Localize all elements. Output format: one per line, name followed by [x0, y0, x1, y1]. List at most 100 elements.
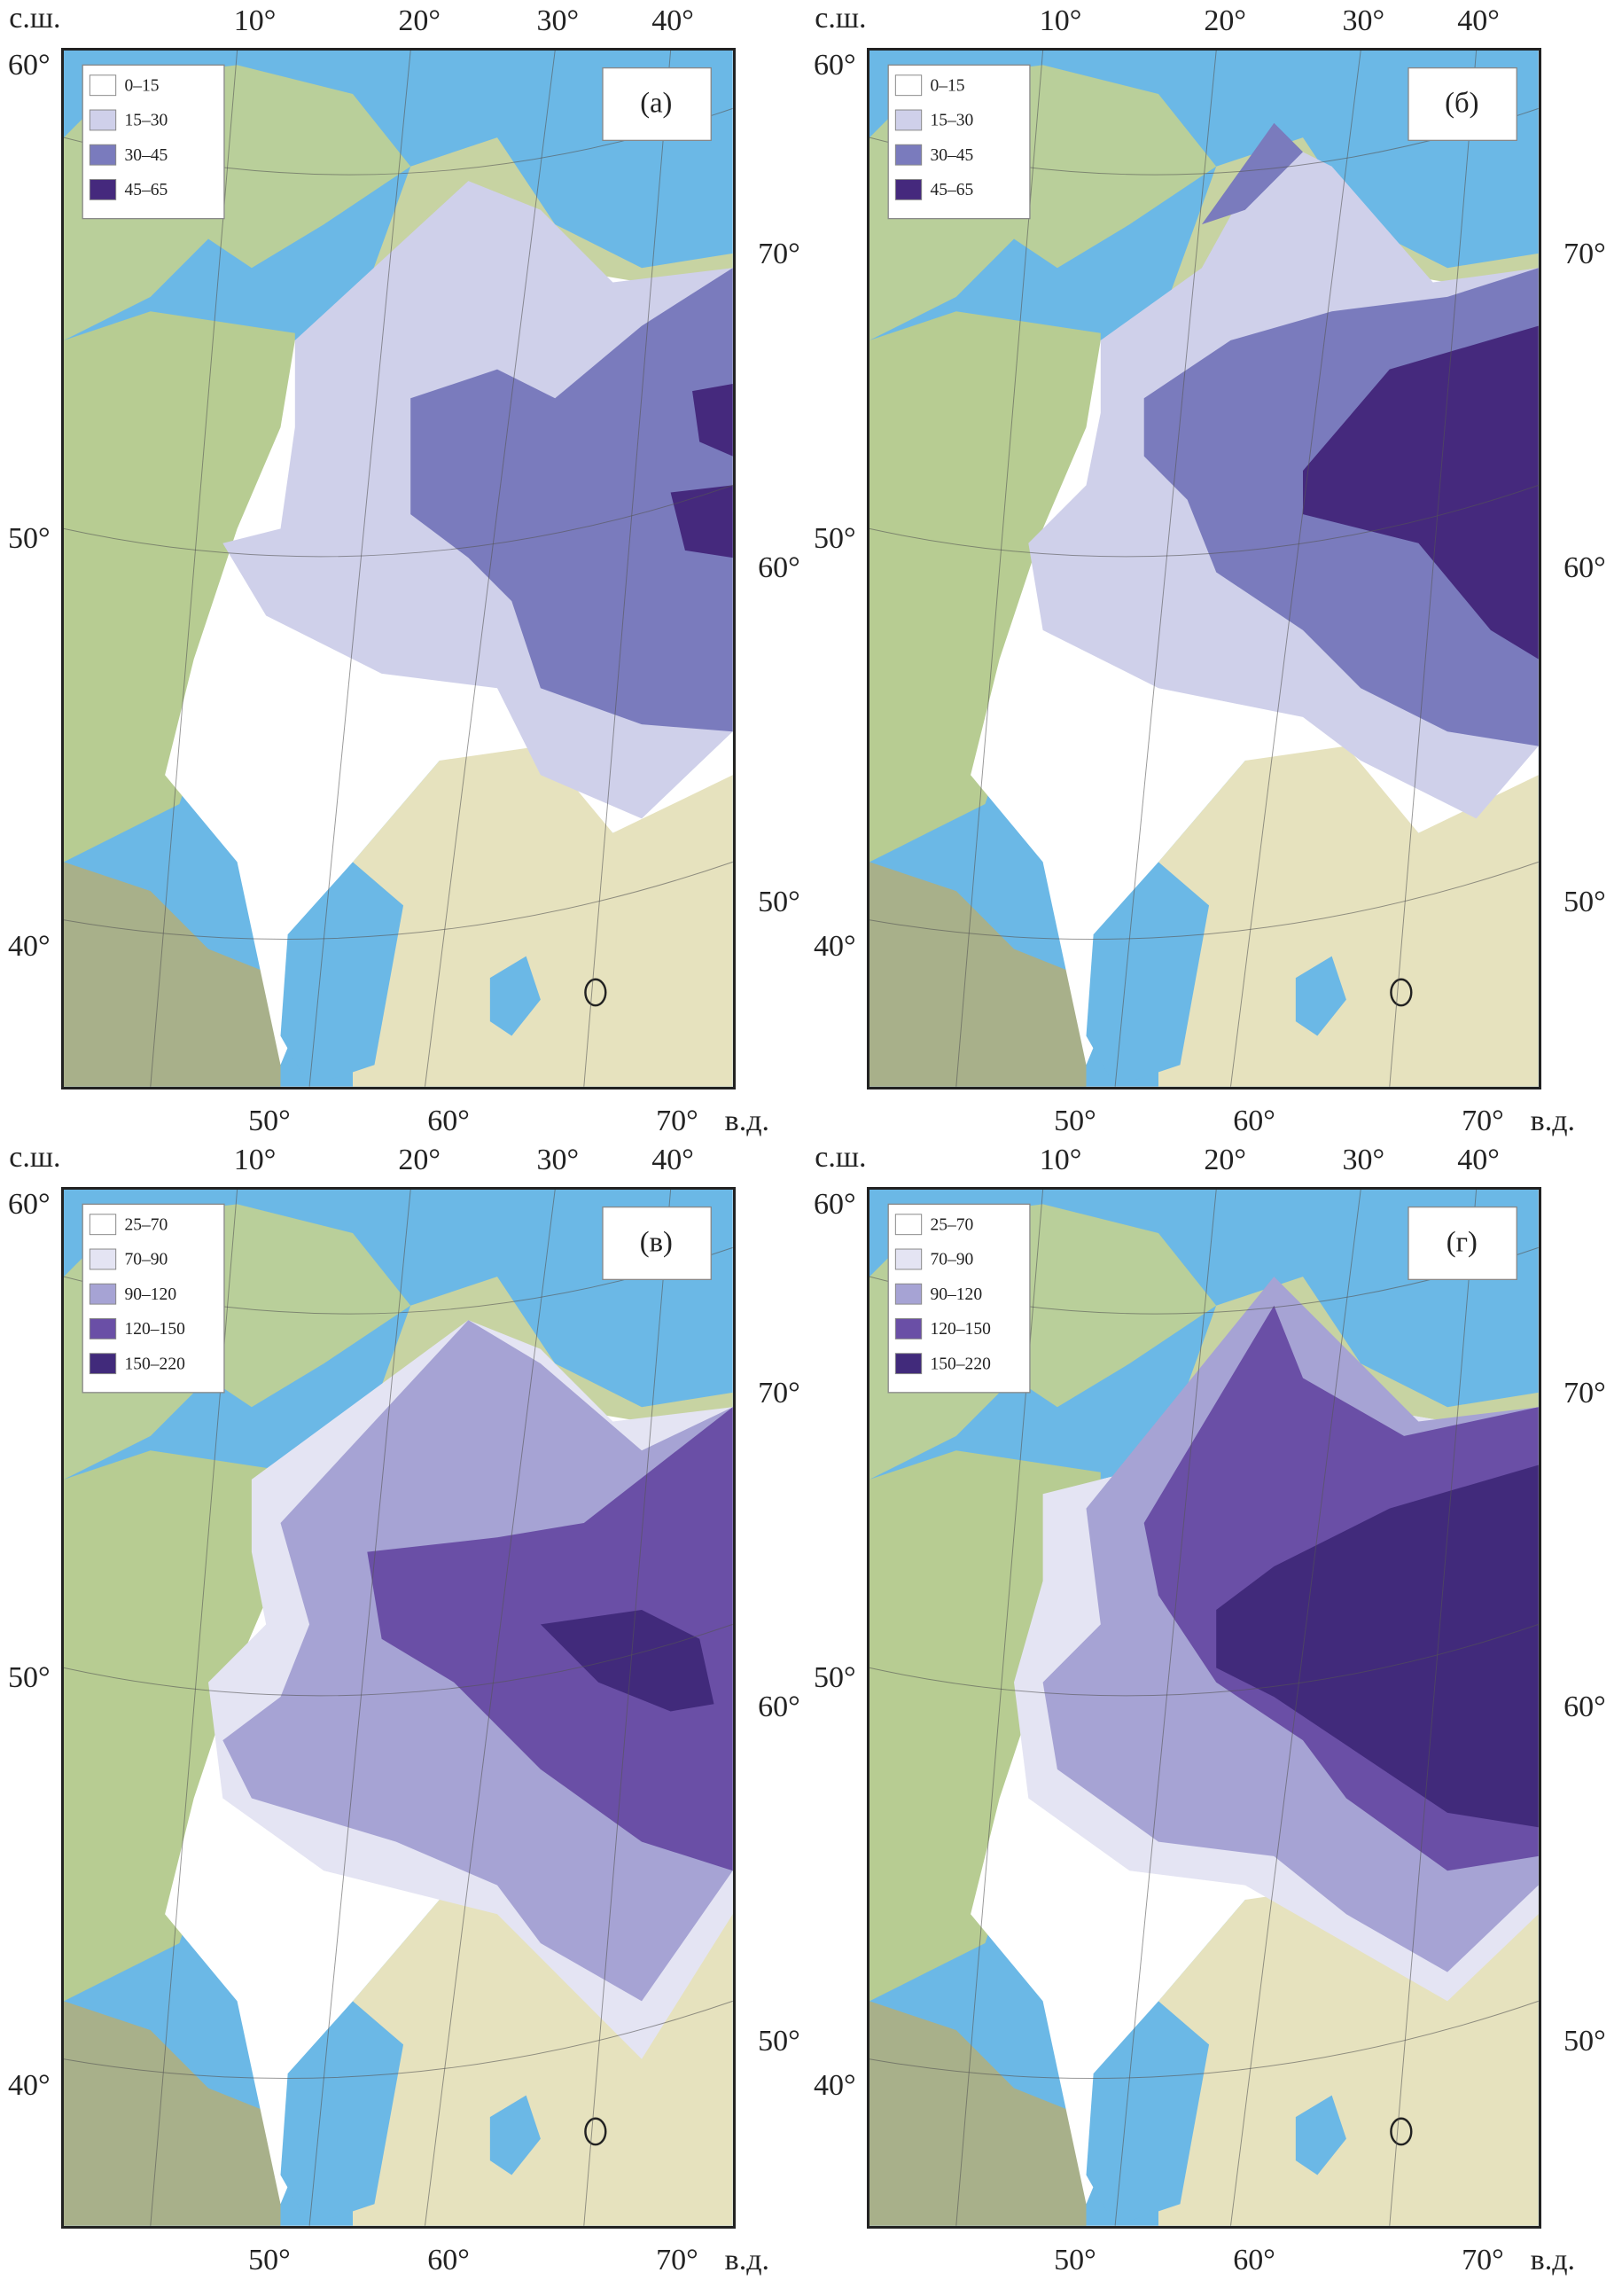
europe-land: [64, 311, 295, 863]
aral-sea: [1295, 2095, 1346, 2175]
panel-label: (в): [640, 1227, 673, 1259]
lon-label: 20°: [1204, 4, 1246, 38]
lon-label: 10°: [1039, 1144, 1082, 1177]
lake: [1390, 2117, 1413, 2146]
legend-label: 120–150: [930, 1320, 991, 1339]
legend-swatch: [894, 1317, 923, 1339]
panel-label: (г): [1447, 1227, 1478, 1259]
lake: [584, 2117, 607, 2146]
lon-label: 50°: [248, 1104, 291, 1137]
legend-label: 45–65: [124, 181, 168, 199]
caspian-sea: [280, 2001, 404, 2226]
graticule: [1389, 50, 1478, 1087]
lat-label: 60°: [758, 551, 800, 584]
caucasus-land: [869, 2001, 1087, 2226]
legend-label: 0–15: [930, 76, 964, 95]
zone: [1216, 1464, 1539, 1828]
legend-label: 25–70: [124, 1215, 168, 1234]
lat-label: 40°: [814, 2068, 856, 2102]
graticule: [955, 50, 1044, 1087]
lon-unit: в.д.: [1530, 1104, 1576, 1137]
legend-swatch: [894, 109, 923, 131]
lon-unit: в.д.: [724, 1104, 770, 1137]
panel-label-box: [602, 66, 712, 141]
legend-label: 90–120: [930, 1285, 982, 1304]
legend-swatch: [89, 1353, 117, 1375]
lat-label: 50°: [8, 1660, 51, 1694]
lon-label: 70°: [1462, 1104, 1504, 1137]
graticule: [150, 50, 238, 1087]
legend-label: 70–90: [124, 1251, 168, 1269]
lat-label: 70°: [1564, 1377, 1606, 1410]
lat-unit: с.ш.: [815, 1141, 867, 1175]
lat-label: 40°: [8, 2068, 51, 2102]
lon-label: 50°: [248, 2243, 291, 2276]
lat-label: 50°: [758, 886, 800, 919]
lon-label: 10°: [1039, 4, 1082, 38]
legend-swatch: [89, 74, 117, 97]
lat-label: 50°: [1564, 886, 1606, 919]
legend-swatch: [89, 1214, 117, 1236]
legend-swatch: [894, 178, 923, 200]
legend-swatch: [89, 178, 117, 200]
legend-label: 30–45: [930, 146, 973, 165]
legend-label: 90–120: [124, 1285, 176, 1304]
legend-swatch: [89, 144, 117, 166]
zone: [540, 1610, 714, 1712]
zone: [367, 1407, 733, 1871]
lat-label: 70°: [1564, 238, 1606, 271]
aral-sea: [1295, 956, 1346, 1036]
lon-label: 50°: [1054, 1104, 1096, 1137]
panel-label-box: [602, 1206, 712, 1280]
graticule: [1230, 1189, 1361, 2226]
zone: [1201, 122, 1304, 225]
lon-label: 30°: [536, 1144, 580, 1177]
lat-unit: с.ш.: [9, 2, 61, 35]
legend-label: 150–220: [930, 1355, 991, 1373]
europe-land: [64, 1450, 295, 2002]
graticule: [1230, 50, 1361, 1087]
lon-label: 70°: [656, 1104, 698, 1137]
legend-swatch: [894, 1283, 923, 1305]
legend-label: 45–65: [930, 181, 973, 199]
aral-sea: [489, 2095, 541, 2175]
lat-label: 50°: [814, 1660, 856, 1694]
lat-label: 60°: [1564, 1690, 1606, 1723]
caspian-sea: [1086, 862, 1210, 1087]
graticule: [308, 1189, 411, 2226]
panel-label: (а): [640, 88, 672, 120]
legend-label: 150–220: [124, 1355, 185, 1373]
zone: [670, 485, 733, 558]
graticule: [869, 2000, 1539, 2080]
graticule: [583, 1189, 672, 2226]
lon-label: 70°: [656, 2243, 698, 2276]
graticule: [1114, 50, 1217, 1087]
zone: [410, 268, 733, 732]
lat-label: 60°: [814, 48, 856, 82]
map-panel: 0–15 15–30 30–45 45–65 (б): [867, 48, 1541, 1089]
graticule: [1389, 1189, 1478, 2226]
map-panel: 0–15 15–30 30–45 45–65 (а): [61, 48, 736, 1089]
lat-label: 60°: [8, 1187, 51, 1221]
legend-swatch: [894, 1214, 923, 1236]
europe-land: [869, 311, 1101, 863]
legend-swatch: [89, 1283, 117, 1305]
lat-label: 60°: [758, 1690, 800, 1723]
lon-label: 20°: [398, 1144, 441, 1177]
lat-label: 60°: [8, 48, 51, 82]
graticule: [308, 50, 411, 1087]
zone: [692, 383, 733, 457]
lon-label: 10°: [233, 1144, 277, 1177]
lat-label: 70°: [758, 238, 800, 271]
legend-swatch: [89, 1317, 117, 1339]
graticule: [869, 861, 1539, 941]
lon-label: 40°: [651, 4, 694, 38]
lat-unit: с.ш.: [815, 2, 867, 35]
lon-label: 40°: [1457, 1144, 1500, 1177]
legend-swatch: [894, 144, 923, 166]
lat-unit: с.ш.: [9, 1141, 61, 1175]
legend-label: 15–30: [124, 112, 168, 130]
lat-label: 40°: [814, 929, 856, 963]
legend-swatch: [89, 1248, 117, 1270]
